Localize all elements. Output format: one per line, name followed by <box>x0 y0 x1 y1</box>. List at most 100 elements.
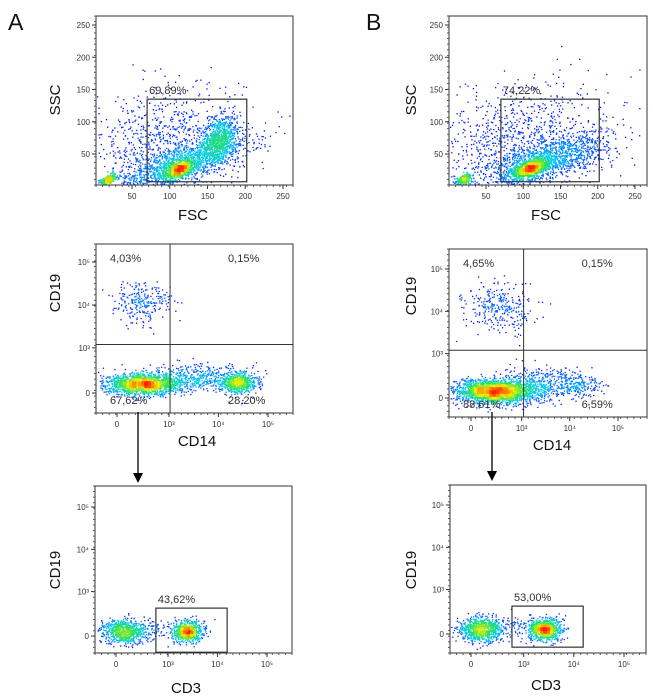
event-dot <box>539 93 542 95</box>
event-dot <box>214 165 216 167</box>
event-dot <box>226 151 228 153</box>
event-dot <box>215 155 217 157</box>
x-tick-label: 250 <box>276 192 290 201</box>
event-dot <box>200 146 202 148</box>
event-dot <box>138 139 140 141</box>
event-dot <box>217 160 219 162</box>
event-dot <box>504 123 506 126</box>
event-dot <box>187 130 189 132</box>
event-dot <box>544 104 546 106</box>
event-dot <box>523 145 525 147</box>
event-dot <box>146 182 148 185</box>
event-dot <box>509 130 511 132</box>
event-dot <box>117 131 119 133</box>
event-dot <box>239 140 241 143</box>
event-dot <box>101 179 103 181</box>
event-dot <box>170 170 172 172</box>
event-dot <box>191 179 193 181</box>
event-dot <box>198 144 200 146</box>
event-dot <box>206 140 208 142</box>
event-dot <box>531 180 534 182</box>
event-dot <box>484 154 486 156</box>
event-dot <box>205 139 208 141</box>
event-dot <box>171 183 174 185</box>
event-dot <box>205 157 207 159</box>
event-dot <box>172 134 175 136</box>
event-dot <box>515 144 517 146</box>
event-dot <box>107 175 109 177</box>
event-dot <box>179 147 181 149</box>
event-dot <box>173 175 175 178</box>
event-dot <box>159 151 161 153</box>
event-dot <box>485 100 488 102</box>
event-dot <box>156 171 158 173</box>
event-dot <box>159 160 161 162</box>
event-dot <box>140 129 142 131</box>
event-dot <box>220 151 222 153</box>
event-dot <box>218 155 220 158</box>
event-dot <box>218 156 220 159</box>
event-dot <box>239 143 241 145</box>
event-dot <box>213 162 215 164</box>
event-dot <box>219 124 221 127</box>
event-dot <box>229 140 231 142</box>
event-dot <box>148 158 150 160</box>
event-dot <box>125 103 127 105</box>
event-dot <box>174 129 177 131</box>
event-dot <box>138 181 140 183</box>
event-dot <box>192 159 194 161</box>
event-dot <box>177 172 179 174</box>
event-dot <box>190 152 192 154</box>
event-dot <box>213 148 216 150</box>
event-dot <box>140 165 142 167</box>
event-dot <box>147 177 149 180</box>
event-dot <box>175 136 177 139</box>
event-dot <box>112 138 114 140</box>
event-dot <box>195 165 198 167</box>
event-dot <box>549 177 551 179</box>
event-dot <box>510 126 512 128</box>
event-dot <box>528 119 530 121</box>
event-dot <box>518 87 520 90</box>
event-dot <box>141 153 143 156</box>
event-dot <box>178 169 180 171</box>
event-dot <box>214 155 216 157</box>
event-dot <box>563 137 565 139</box>
event-dot <box>546 179 548 181</box>
event-dot <box>158 171 160 173</box>
event-dot <box>567 140 569 142</box>
event-dot <box>453 159 455 161</box>
event-dot <box>208 99 210 101</box>
event-dot <box>612 159 614 162</box>
event-dot <box>586 137 588 139</box>
event-dot <box>223 134 226 136</box>
event-dot <box>218 127 220 130</box>
event-dot <box>155 179 157 182</box>
event-dot <box>196 156 198 159</box>
event-dot <box>173 156 175 158</box>
event-dot <box>226 126 228 128</box>
event-dot <box>156 166 158 168</box>
event-dot <box>463 121 465 123</box>
event-dot <box>225 86 227 88</box>
event-dot <box>226 133 228 135</box>
event-dot <box>480 170 482 172</box>
event-dot <box>197 164 199 167</box>
event-dot <box>208 82 210 84</box>
event-dot <box>224 150 226 153</box>
event-dot <box>139 172 141 174</box>
event-dot <box>188 169 190 171</box>
event-dot <box>540 135 542 137</box>
event-dot <box>196 172 198 174</box>
event-dot <box>602 143 605 145</box>
event-dot <box>231 123 233 125</box>
event-dot <box>142 170 144 172</box>
event-dot <box>207 148 210 150</box>
event-dot <box>512 108 514 110</box>
event-dot <box>219 106 221 108</box>
gate-rect[interactable] <box>146 98 248 183</box>
event-dot <box>183 173 185 176</box>
event-dot <box>181 167 183 169</box>
event-dot <box>154 138 156 140</box>
event-dot <box>217 137 219 139</box>
